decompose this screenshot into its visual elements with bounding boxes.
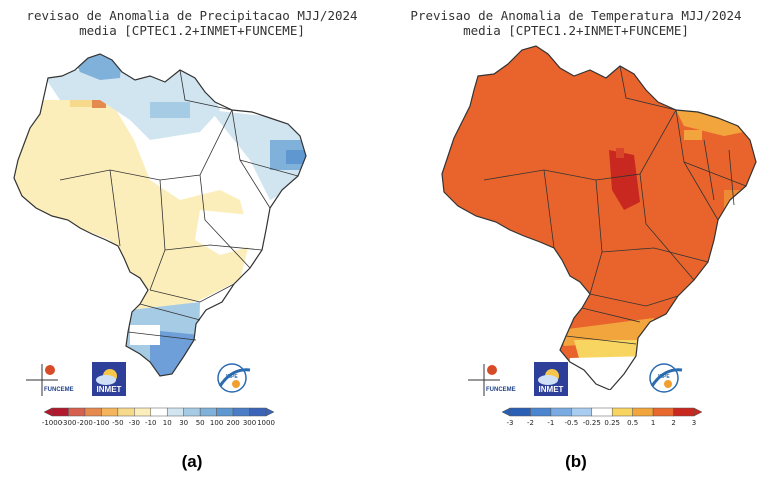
svg-text:FUNCEME: FUNCEME — [44, 387, 74, 393]
temp-colorbar-tick-label: 1 — [651, 419, 655, 427]
precip-colorbar-tick-label: 10 — [163, 419, 172, 427]
temp-colorbar-swatch — [571, 407, 593, 417]
precip-colorbar-tick-label: 1000 — [257, 419, 275, 427]
temp-colorbar-extend-low — [501, 407, 511, 417]
precip-colorbar-extend-high — [265, 407, 275, 417]
inmet-logo: INMET — [92, 362, 126, 396]
precip-colorbar-tick-label: -1000 — [42, 419, 62, 427]
precip-colorbar-swatch — [232, 407, 250, 417]
temp-colorbar-tick-label: 3 — [692, 419, 696, 427]
precip-colorbar-swatch — [183, 407, 201, 417]
precip-colorbar-swatch — [199, 407, 217, 417]
precip-colorbar-swatch — [249, 407, 267, 417]
precip-colorbar-swatch — [166, 407, 184, 417]
temp-colorbar-swatch — [509, 407, 531, 417]
logos-row: FUNCEME INMET INPE — [26, 362, 251, 396]
brazil-outline — [441, 45, 757, 390]
temp-colorbar: -3 -2 -1 -0.5 -0.25 0.25 0.5 1 2 3 — [501, 407, 703, 427]
svg-text:INPE: INPE — [658, 374, 670, 380]
inpe-logo: INPE — [649, 363, 683, 393]
temp-colorbar-tick-label: -0.5 — [564, 419, 578, 427]
precip-colorbar-tick-label: -100 — [93, 419, 109, 427]
precip-colorbar-swatch — [117, 407, 135, 417]
logos-row: FUNCEME INMET INPE — [468, 362, 683, 396]
precip-colorbar-swatch — [84, 407, 102, 417]
precip-title: revisao de Anomalia de Precipitacao MJJ/… — [26, 8, 358, 38]
precip-colorbar-swatch — [68, 407, 86, 417]
svg-text:INMET: INMET — [539, 385, 564, 394]
orange-patch — [92, 98, 106, 108]
temp-anomaly-map — [441, 45, 757, 390]
temp-colorbar-swatch — [550, 407, 572, 417]
precip-colorbar-tick-label: 300 — [243, 419, 256, 427]
panel-temperature: Previsao de Anomalia de Temperatura MJJ/… — [384, 0, 768, 477]
hot-core — [609, 150, 640, 210]
temp-colorbar-tick-label: -1 — [547, 419, 554, 427]
funceme-logo: FUNCEME — [26, 364, 74, 396]
precip-colorbar-tick-label: 50 — [196, 419, 205, 427]
temp-colorbar-tick-label: -3 — [507, 419, 514, 427]
temp-colorbar-tick-label: -2 — [527, 419, 534, 427]
figure-label-b: (b) — [565, 452, 587, 471]
precip-colorbar-tick-label: 100 — [210, 419, 223, 427]
precip-colorbar-swatch — [51, 407, 69, 417]
precip-colorbar-extend-low — [43, 407, 53, 417]
svg-text:INMET: INMET — [97, 385, 122, 394]
temp-colorbar-tick-label: 0.25 — [604, 419, 620, 427]
precip-colorbar-tick-label: 200 — [226, 419, 239, 427]
panel-precipitation: revisao de Anomalia de Precipitacao MJJ/… — [13, 8, 358, 471]
precip-colorbar-swatch — [150, 407, 168, 417]
temp-colorbar-tick-label: -0.25 — [583, 419, 601, 427]
temp-title: Previsao de Anomalia de Temperatura MJJ/… — [410, 8, 742, 38]
precip-colorbar-swatch — [134, 407, 152, 417]
precip-colorbar-tick-label: -200 — [77, 419, 93, 427]
inmet-logo: INMET — [534, 362, 568, 396]
precip-colorbar: -1000-300 -200 -100 -50 -30 -10 10 30 50 100 200 30… — [42, 407, 275, 427]
brazil-outline — [13, 53, 307, 377]
temp-colorbar-swatch — [673, 407, 695, 417]
state-borders — [483, 65, 747, 345]
temp-colorbar-swatch — [632, 407, 654, 417]
precip-colorbar-tick-label: -30 — [129, 419, 140, 427]
temp-colorbar-tick-label: 2 — [671, 419, 675, 427]
svg-text:INPE: INPE — [226, 374, 238, 380]
temp-colorbar-tick-label: 0.5 — [627, 419, 638, 427]
temp-colorbar-swatch — [530, 407, 552, 417]
precip-anomaly-map — [13, 53, 307, 377]
temp-colorbar-swatch — [591, 407, 613, 417]
precip-colorbar-tick-label: -300 — [61, 419, 77, 427]
precip-colorbar-swatch — [101, 407, 119, 417]
temp-colorbar-swatch — [652, 407, 674, 417]
temp-colorbar-swatch — [611, 407, 633, 417]
temp-colorbar-extend-high — [693, 407, 703, 417]
funceme-logo: FUNCEME — [468, 364, 516, 396]
precip-colorbar-tick-label: -10 — [145, 419, 156, 427]
state-borders — [59, 69, 299, 341]
precip-colorbar-tick-label: 30 — [179, 419, 188, 427]
figure-label-a: (a) — [181, 452, 203, 471]
precip-colorbar-swatch — [216, 407, 234, 417]
svg-text:FUNCEME: FUNCEME — [486, 387, 516, 393]
inpe-logo: INPE — [217, 363, 251, 393]
precip-colorbar-tick-label: -50 — [112, 419, 123, 427]
